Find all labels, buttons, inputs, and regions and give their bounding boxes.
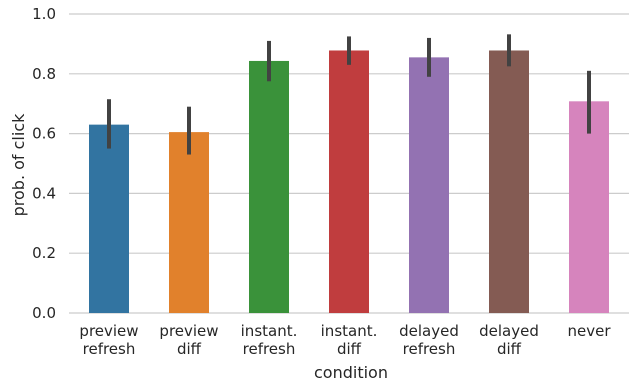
x-tick-label-line: never: [567, 322, 611, 340]
x-tick-label: instant. refresh: [241, 322, 298, 358]
bar: [169, 132, 209, 313]
x-tick-label-line: preview: [79, 322, 138, 340]
x-tick-label-line: instant.: [321, 322, 378, 340]
x-tick-label-line: diff: [497, 340, 522, 358]
y-tick-label: 0.6: [32, 125, 56, 143]
y-tick-label: 0.2: [32, 244, 56, 262]
x-tick-label: preview diff: [159, 322, 218, 358]
x-tick-label-line: refresh: [403, 340, 456, 358]
x-tick-label: instant. diff: [321, 322, 378, 358]
x-tick-label: delayed refresh: [399, 322, 459, 358]
x-tick-label: delayed diff: [479, 322, 539, 358]
x-tick-label: preview refresh: [79, 322, 138, 358]
error-bars: [107, 34, 591, 155]
x-tick-label: never: [567, 322, 611, 340]
y-tick-label: 0.4: [32, 184, 56, 202]
x-axis-title: condition: [314, 363, 388, 382]
x-tick-label-line: refresh: [83, 340, 136, 358]
bar: [489, 50, 529, 314]
bar: [329, 50, 369, 314]
bar: [89, 124, 129, 313]
y-axis-title: prob. of click: [9, 113, 28, 216]
x-tick-label-line: diff: [177, 340, 202, 358]
x-tick-label-line: refresh: [243, 340, 296, 358]
y-tick-label: 1.0: [32, 5, 56, 23]
x-tick-label-line: diff: [337, 340, 362, 358]
bar: [249, 60, 289, 314]
y-axis-ticks: 0.0 0.2 0.4 0.6 0.8 1.0: [32, 5, 56, 322]
bar: [569, 101, 609, 313]
bar: [409, 57, 449, 314]
bars: [89, 50, 609, 314]
x-tick-label-line: preview: [159, 322, 218, 340]
x-tick-label-line: instant.: [241, 322, 298, 340]
y-tick-label: 0.8: [32, 65, 56, 83]
x-tick-label-line: delayed: [399, 322, 459, 340]
x-tick-label-line: delayed: [479, 322, 539, 340]
y-tick-label: 0.0: [32, 304, 56, 322]
